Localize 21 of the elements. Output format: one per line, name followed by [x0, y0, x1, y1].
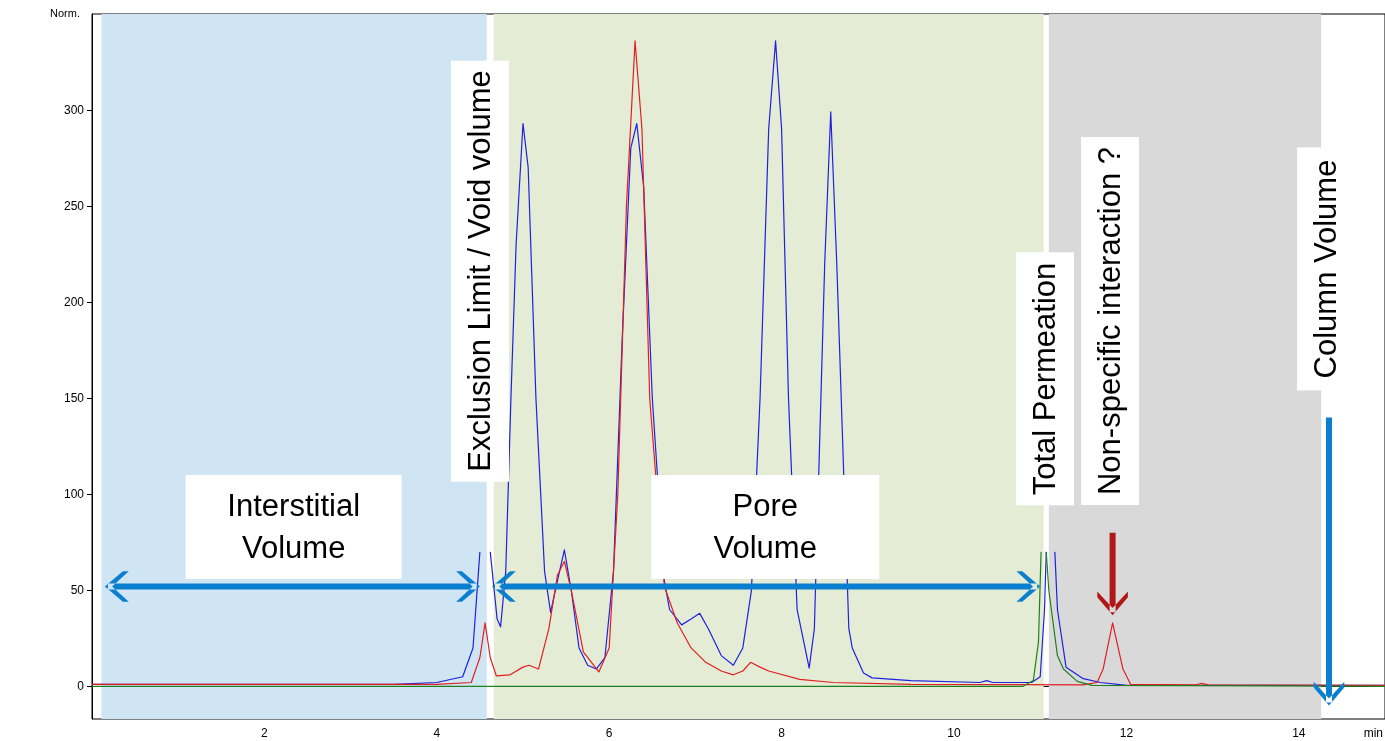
y-tick-label: 150 — [63, 391, 85, 406]
x-tick-label: 6 — [605, 726, 613, 740]
label-box: Non-specific interaction ? — [1081, 137, 1139, 506]
label-box: Total Permeation — [1016, 252, 1075, 506]
x-tick-label: 8 — [778, 726, 786, 740]
label-box: Pore Volume — [651, 474, 879, 579]
label-box: Exclusion Limit / Void volume — [450, 60, 509, 483]
x-tick-label: 2 — [261, 726, 269, 740]
x-tick-label: 14 — [1292, 726, 1306, 740]
x-tick-label: 4 — [433, 726, 441, 740]
y-tick-label: 200 — [63, 295, 85, 310]
y-axis-title: Norm. — [50, 6, 80, 19]
y-tick-label: 300 — [63, 103, 85, 118]
y-tick-label: 100 — [63, 487, 85, 502]
x-axis-title: min — [1363, 726, 1384, 740]
y-tick-label: 0 — [77, 679, 85, 694]
x-tick-label: 10 — [947, 726, 961, 740]
y-tick-label: 50 — [70, 583, 85, 598]
label-box: Interstitial Volume — [185, 474, 403, 579]
y-tick-label: 250 — [63, 199, 85, 214]
x-tick-label: 12 — [1119, 726, 1134, 740]
